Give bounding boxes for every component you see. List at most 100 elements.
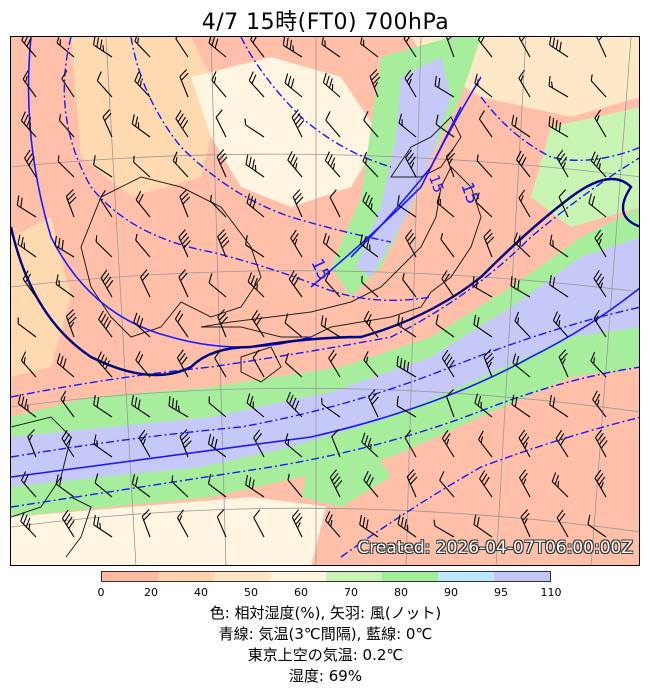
wind-barb [360,37,379,58]
graticule [11,37,639,565]
wind-barb [483,349,495,378]
wind-barb [434,75,455,98]
wind-barb [134,71,151,98]
wind-barb [369,69,381,98]
wind-barb [440,233,455,258]
colorbar-segment [382,572,438,581]
wind-barb [93,434,113,458]
wind-barb [57,155,75,178]
wind-barb [55,474,75,498]
wind-barb [287,473,303,498]
legend-line-3: 東京上空の気温: 0.2℃ [247,646,404,664]
humidity-area-green-south [301,447,391,507]
temperature-contours [11,37,639,558]
wind-barb [284,313,303,338]
wind-barb [174,310,189,338]
wind-barb [590,151,607,178]
wind-barb [246,393,265,418]
wind-barb [216,149,228,178]
colorbar-tick-label: 50 [243,586,258,599]
wind-barb [474,73,493,98]
colorbar-tick-label: 90 [444,586,458,599]
wind-barb [397,315,417,338]
legend-line-2: 青線: 気温(3℃間隔), 藍線: 0℃ [218,625,433,643]
wind-barb [211,71,227,98]
wind-barb [288,270,303,298]
wind-barb [445,389,455,418]
wind-barb [478,430,493,458]
wind-barb [21,471,37,498]
legend-line-4: 湿度: 69% [288,667,363,685]
wind-barb [596,37,607,58]
legend-line-1: 色: 相対湿度(%), 矢羽: 風(ノット) [209,604,442,622]
wind-barb [435,314,455,338]
wind-barb [20,351,37,378]
wind-barb [594,109,607,138]
wind-barb [54,235,75,258]
wind-barb [172,151,189,178]
wind-barb [398,113,417,138]
wind-barb [245,235,265,258]
wind-barb [60,390,75,418]
wind-barb [93,155,113,178]
wind-barb [329,189,341,218]
wind-barb [549,275,569,298]
wind-barb [402,273,417,298]
wind-barb [363,471,379,498]
wind-barb [397,514,417,538]
wind-barb [441,270,455,298]
wind-barb [436,193,455,218]
map-title: 4/7 15時(FT0) 700hPa [201,10,450,35]
wind-barb [20,511,37,538]
wind-barb [520,509,531,538]
wind-barb [518,69,531,98]
wind-barb [511,114,531,138]
wind-barb [556,509,569,538]
wind-barb [476,154,493,178]
wind-barb [56,353,75,378]
wind-barb [290,229,303,258]
wind-barb [397,195,417,218]
wind-barb [322,232,341,258]
wind-barb [207,434,227,458]
zero-degree-contour [11,177,639,377]
wind-barb [61,509,75,538]
wind-barb [361,275,379,298]
wind-barb [286,391,303,418]
wind-barb [331,429,341,458]
colorbar-tick-label: 95 [494,586,508,599]
colorbar-tick-label: 110 [540,586,562,599]
wind-barb [516,150,531,178]
wind-barb [404,429,417,458]
wind-barb [445,149,456,178]
wind-barb [134,37,151,58]
wind-barb [93,395,113,418]
contour-label: 15 [425,173,446,195]
wind-barb [284,433,303,458]
wind-barb [284,352,303,378]
wind-barb [55,274,75,298]
wind-barb [58,114,75,138]
wind-barb [403,37,417,58]
wind-barb [176,349,189,378]
wind-barb [140,269,151,298]
wind-barb [61,70,75,98]
wind-barb [590,74,607,98]
wind-barb [329,469,343,498]
wind-barb [473,514,493,538]
wind-barb [552,311,569,338]
wind-barb [368,389,379,418]
weather-map: 15 15 15 [10,36,640,566]
wind-barb [245,474,265,498]
wind-barb [179,429,192,458]
wind-barb [93,514,113,538]
wind-barb [284,73,303,98]
wind-barb [24,149,37,178]
wind-barb [363,111,379,138]
wind-barb [131,395,151,418]
wind-barb [179,69,189,98]
wind-barb [322,73,341,98]
wind-barb [472,276,493,298]
humidity-band-blue [11,237,639,487]
wind-barb [244,118,265,138]
